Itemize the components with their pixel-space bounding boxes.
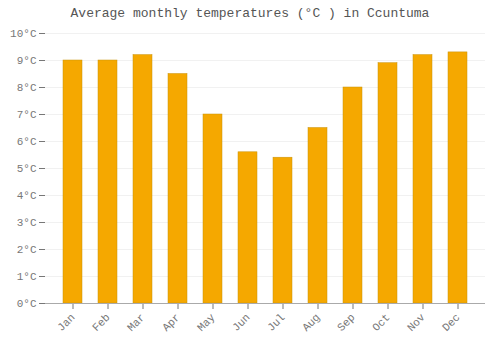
svg-text:Sep: Sep: [335, 311, 357, 333]
svg-text:9°C: 9°C: [17, 55, 37, 67]
svg-text:0°C: 0°C: [17, 298, 37, 310]
svg-text:Jan: Jan: [55, 311, 77, 333]
svg-text:3°C: 3°C: [17, 217, 37, 229]
svg-text:Nov: Nov: [405, 311, 428, 334]
svg-text:Apr: Apr: [160, 311, 182, 333]
svg-text:2°C: 2°C: [17, 244, 37, 256]
svg-text:8°C: 8°C: [17, 82, 37, 94]
svg-text:10°C: 10°C: [10, 28, 37, 40]
svg-text:1°C: 1°C: [17, 271, 37, 283]
svg-text:7°C: 7°C: [17, 109, 37, 121]
svg-text:Oct: Oct: [370, 311, 392, 333]
svg-text:6°C: 6°C: [17, 136, 37, 148]
svg-text:Jul: Jul: [265, 311, 287, 333]
svg-text:Jun: Jun: [230, 311, 252, 333]
svg-text:5°C: 5°C: [17, 163, 37, 175]
svg-text:May: May: [195, 311, 218, 334]
svg-text:Mar: Mar: [125, 311, 147, 333]
svg-text:Dec: Dec: [440, 311, 462, 333]
html-text:Average monthly temperatures (: Average monthly temperatures (°C ) in Cc…: [70, 6, 430, 21]
svg-text:Feb: Feb: [90, 311, 112, 333]
svg-text:4°C: 4°C: [17, 190, 37, 202]
svg-text:Aug: Aug: [300, 311, 322, 333]
